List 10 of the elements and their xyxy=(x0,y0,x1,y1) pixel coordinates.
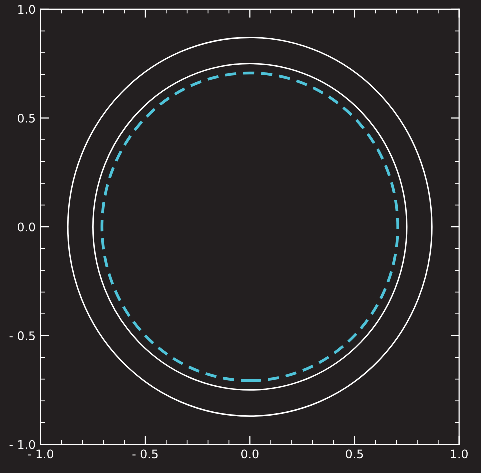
x-tick-label: - 1.0 xyxy=(28,450,54,459)
x-tick-label: 1.0 xyxy=(451,450,468,459)
y-tick-label: 0.5 xyxy=(18,114,35,123)
y-tick-label: - 0.5 xyxy=(10,332,35,340)
x-tick-label: 0.0 xyxy=(242,450,259,459)
y-tick-label: 0.0 xyxy=(18,222,36,232)
y-tick-label: - 1.0 xyxy=(10,440,36,450)
y-tick-label: 1.0 xyxy=(18,5,36,14)
x-tick-label: - 0.5 xyxy=(132,450,158,459)
x-tick-label: 0.5 xyxy=(346,450,364,459)
